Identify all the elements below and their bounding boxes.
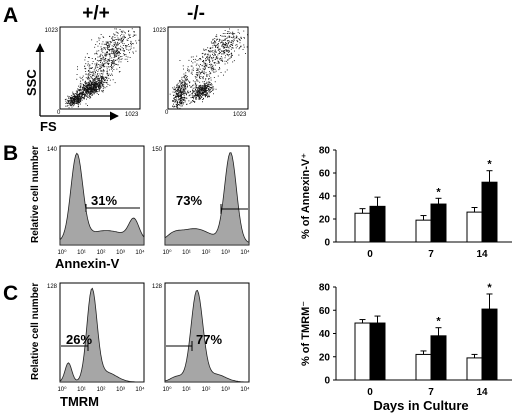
bar-white-day-14	[466, 357, 483, 381]
bar-black-day-0	[369, 205, 386, 243]
histogram-x-tick-label: 10⁰	[162, 386, 172, 393]
histogram-tmrm-wt: 26%	[59, 282, 145, 383]
histogram-annexin-ko: 73%	[164, 145, 250, 246]
x-tick-label: 7	[428, 249, 434, 260]
bar-chart-annexin: 0 20 40 60 80 0 7 * 14 * % of Annexin-V⁺	[300, 146, 512, 260]
scatter-dots-ko	[169, 28, 248, 109]
genotype-label-ko: -/-	[187, 3, 205, 24]
bar-black-day-0	[369, 322, 386, 381]
x-tick-label: 14	[476, 249, 488, 260]
annexin-wt-histogram-curve	[59, 152, 145, 246]
y-tick-label: 40	[319, 192, 331, 203]
scatter-ylabel: SSC	[24, 69, 39, 96]
annexin-wt-ymax-tick: 140	[47, 147, 58, 153]
histogram-x-tick-label: 10⁰	[57, 249, 67, 256]
histogram-x-tick-label: 10²	[202, 387, 211, 393]
y-tick-label: 60	[319, 306, 331, 317]
x-tick-label: 14	[476, 387, 488, 398]
y-tick-label: 0	[324, 238, 330, 249]
x-tick-label: 0	[367, 249, 373, 260]
annexin-ko-xticks: 10⁰ 10¹ 10² 10³ 10⁴	[162, 249, 250, 256]
y-tick-label: 80	[319, 146, 331, 157]
histogram-x-tick-label: 10²	[202, 250, 211, 256]
histogram-annexin-wt: 31%	[59, 145, 145, 246]
scatter-plot-wt	[59, 26, 141, 110]
histogram-x-tick-label: 10⁴	[240, 249, 250, 256]
bar-chart-ylabel: % of TMRM⁻	[300, 301, 312, 366]
y-tick-label: 80	[319, 283, 331, 294]
tmrm-wt-histogram-curve	[59, 287, 144, 383]
tmrm-wt-ymax-tick: 128	[47, 284, 58, 290]
annexin-wt-xticks: 10⁰ 10¹ 10² 10³ 10⁴	[57, 249, 145, 256]
bar-white-day-14	[466, 211, 483, 243]
bar-chart-ylabel: % of Annexin-V⁺	[300, 153, 312, 239]
x-tick-label: 0	[367, 387, 373, 398]
scatter-xlabel: FS	[40, 119, 57, 134]
scatter-ko-xmax-tick: 1023	[233, 112, 247, 118]
scatter-ko-origin-tick: 0	[165, 110, 169, 116]
bar-white-day-7	[415, 353, 432, 381]
y-tick-label: 60	[319, 169, 331, 180]
y-tick-label: 20	[319, 215, 331, 226]
annexin-ko-percent: 73%	[176, 193, 202, 208]
tmrm-histogram-ylabel: Relative cell number	[30, 283, 41, 380]
y-tick-label: 0	[324, 376, 330, 387]
scatter-wt-origin-tick: 0	[57, 110, 61, 116]
histogram-x-tick-label: 10⁰	[57, 386, 67, 393]
scatter-wt-xmax-tick: 1023	[125, 112, 139, 118]
bar-chart-tmrm: 0 20 40 60 80 0 7 * 14 * % of TMRM⁻	[300, 282, 512, 398]
scatter-ko-ymax-tick: 1023	[153, 28, 167, 34]
histogram-x-tick-label: 10¹	[182, 387, 191, 393]
histogram-x-tick-label: 10³	[221, 250, 230, 256]
histogram-x-tick-label: 10⁴	[135, 249, 145, 256]
tmrm-wt-percent: 26%	[66, 332, 92, 347]
histogram-x-tick-label: 10³	[116, 250, 125, 256]
annexin-wt-percent: 31%	[91, 193, 117, 208]
histogram-x-tick-label: 10⁰	[162, 249, 172, 256]
histogram-x-tick-label: 10³	[221, 387, 230, 393]
bar-black-day-7	[430, 203, 447, 243]
scatter-plot-ko	[167, 26, 249, 110]
tmrm-wt-xticks: 10⁰ 10¹ 10² 10³ 10⁴	[57, 386, 145, 393]
panel-letter-c: C	[3, 282, 18, 305]
tmrm-ko-xticks: 10⁰ 10¹ 10² 10³ 10⁴	[162, 386, 250, 393]
tmrm-ko-percent: 77%	[196, 332, 222, 347]
tmrm-histogram-xlabel: TMRM	[60, 394, 99, 409]
bar-black-day-7	[430, 335, 447, 381]
annexin-ko-ymax-tick: 150	[152, 147, 163, 153]
annexin-histogram-xlabel: Annexin-V	[55, 256, 120, 271]
histogram-x-tick-label: 10²	[97, 387, 106, 393]
genotype-label-wt: +/+	[82, 3, 109, 24]
bar-chart-xlabel: Days in Culture	[373, 398, 468, 413]
bar-white-day-7	[415, 219, 432, 243]
x-tick-label: 7	[428, 387, 434, 398]
scatter-wt-ymax-tick: 1023	[45, 28, 59, 34]
tmrm-ko-ymax-tick: 128	[152, 284, 163, 290]
histogram-tmrm-ko: 77%	[164, 282, 250, 383]
y-tick-label: 20	[319, 352, 331, 363]
significance-star: *	[487, 282, 492, 294]
histogram-x-tick-label: 10¹	[77, 387, 86, 393]
bar-black-day-14	[481, 308, 498, 381]
y-tick-label: 40	[319, 329, 331, 340]
panel-letter-b: B	[3, 142, 18, 165]
significance-star: *	[436, 186, 441, 198]
tmrm-ko-histogram-curve	[164, 289, 249, 383]
histogram-x-tick-label: 10⁴	[135, 386, 145, 393]
scatter-dots-wt	[64, 28, 140, 109]
bar-white-day-0	[354, 322, 371, 381]
significance-star: *	[436, 316, 441, 328]
histogram-x-tick-label: 10²	[97, 250, 106, 256]
annexin-histogram-ylabel: Relative cell number	[30, 146, 41, 243]
bar-white-day-0	[354, 212, 371, 243]
panel-letter-a: A	[3, 4, 18, 27]
bar-black-day-14	[481, 181, 498, 243]
significance-star: *	[487, 159, 492, 171]
histogram-x-tick-label: 10⁴	[240, 386, 250, 393]
histogram-x-tick-label: 10¹	[182, 250, 191, 256]
histogram-x-tick-label: 10¹	[77, 250, 86, 256]
annexin-ko-histogram-curve	[164, 152, 250, 246]
histogram-x-tick-label: 10³	[116, 387, 125, 393]
